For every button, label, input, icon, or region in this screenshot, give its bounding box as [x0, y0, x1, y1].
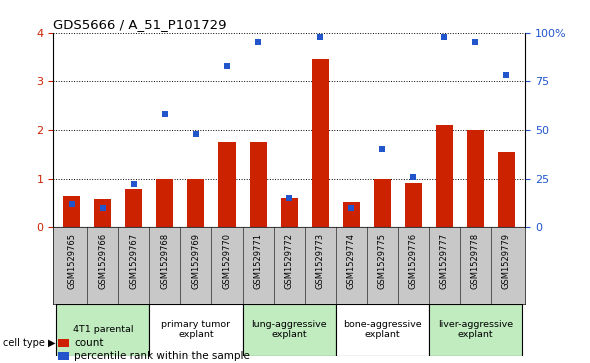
FancyBboxPatch shape: [242, 303, 336, 356]
Text: GSM1529777: GSM1529777: [440, 233, 449, 289]
Text: 4T1 parental: 4T1 parental: [73, 325, 133, 334]
Text: GSM1529769: GSM1529769: [191, 233, 201, 289]
Bar: [467, 130, 484, 227]
Text: GSM1529779: GSM1529779: [502, 233, 511, 289]
Point: [191, 131, 201, 137]
Text: GSM1529776: GSM1529776: [409, 233, 418, 289]
Bar: [63, 196, 80, 227]
FancyBboxPatch shape: [336, 303, 429, 356]
Text: GSM1529765: GSM1529765: [67, 233, 76, 289]
Point: [160, 111, 169, 117]
Text: GSM1529775: GSM1529775: [378, 233, 387, 289]
Text: GSM1529774: GSM1529774: [347, 233, 356, 289]
Point: [222, 63, 232, 69]
FancyBboxPatch shape: [149, 303, 242, 356]
Bar: [156, 179, 173, 227]
Bar: [343, 202, 360, 227]
Point: [253, 40, 263, 45]
Text: GSM1529770: GSM1529770: [222, 233, 231, 289]
Text: GSM1529768: GSM1529768: [160, 233, 169, 289]
Text: GSM1529766: GSM1529766: [99, 233, 107, 289]
Point: [98, 205, 107, 211]
Point: [409, 174, 418, 180]
Text: GDS5666 / A_51_P101729: GDS5666 / A_51_P101729: [53, 19, 227, 32]
Bar: [218, 142, 235, 227]
Bar: [312, 60, 329, 227]
Text: primary tumor
explant: primary tumor explant: [162, 320, 231, 339]
Point: [284, 195, 294, 201]
Text: liver-aggressive
explant: liver-aggressive explant: [438, 320, 513, 339]
Bar: [405, 183, 422, 227]
Text: GSM1529778: GSM1529778: [471, 233, 480, 289]
Point: [378, 147, 387, 152]
Bar: [188, 179, 205, 227]
Text: GSM1529773: GSM1529773: [316, 233, 325, 289]
Point: [67, 201, 77, 207]
FancyBboxPatch shape: [56, 303, 149, 356]
Text: lung-aggressive
explant: lung-aggressive explant: [251, 320, 327, 339]
Bar: [94, 199, 112, 227]
Bar: [281, 198, 297, 227]
Point: [129, 182, 139, 187]
Text: GSM1529771: GSM1529771: [254, 233, 263, 289]
Legend: count, percentile rank within the sample: count, percentile rank within the sample: [58, 338, 250, 362]
Point: [440, 34, 449, 40]
Text: cell type ▶: cell type ▶: [3, 338, 55, 348]
Bar: [498, 152, 515, 227]
Bar: [250, 142, 267, 227]
Text: GSM1529767: GSM1529767: [129, 233, 138, 289]
Point: [502, 73, 511, 78]
Point: [316, 34, 325, 40]
Bar: [373, 179, 391, 227]
Point: [346, 205, 356, 211]
Bar: [436, 125, 453, 227]
Text: GSM1529772: GSM1529772: [284, 233, 294, 289]
FancyBboxPatch shape: [429, 303, 522, 356]
Text: bone-aggressive
explant: bone-aggressive explant: [343, 320, 422, 339]
Point: [471, 40, 480, 45]
Bar: [125, 189, 142, 227]
